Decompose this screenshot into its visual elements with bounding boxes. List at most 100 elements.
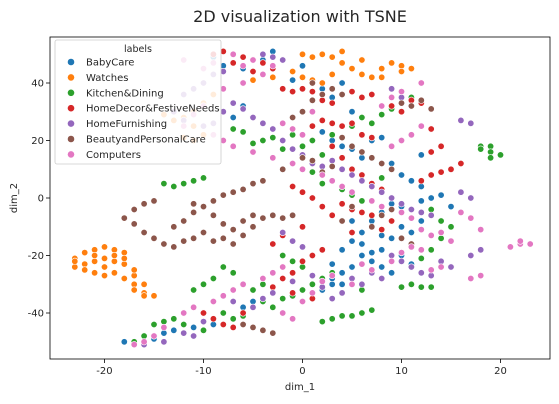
point-kitchen-dining [338,312,346,320]
point-beautyandpersonalcare [417,96,425,104]
point-babycare [447,203,455,211]
point-beautyandpersonalcare [229,240,237,248]
point-computers [269,269,277,277]
y-axis-label: dim_2 [9,183,20,213]
point-computers [427,266,435,274]
point-homefurnishing [289,277,297,285]
point-computers [407,243,415,251]
point-kitchen-dining [407,280,415,288]
point-computers [308,289,316,297]
point-beautyandpersonalcare [298,108,306,116]
point-watches [101,243,109,251]
point-kitchen-dining [219,309,227,317]
point-babycare [417,217,425,225]
point-computers [269,154,277,162]
legend-title: labels [124,44,152,55]
point-watches [328,53,336,61]
point-beautyandpersonalcare [308,79,316,87]
point-computers [447,237,455,245]
point-beautyandpersonalcare [120,214,128,222]
x-tick-label: 20 [494,366,507,377]
point-homefurnishing [467,119,475,127]
point-homefurnishing [348,274,356,282]
point-homefurnishing [397,200,405,208]
point-homefurnishing [289,145,297,153]
point-watches [120,254,128,262]
point-watches [358,56,366,64]
point-computers [130,341,138,349]
point-watches [81,249,89,257]
point-homefurnishing [417,269,425,277]
point-babycare [229,114,237,122]
point-computers [279,263,287,271]
point-homedecor-festiveneeds [289,183,297,191]
point-watches [130,266,138,274]
point-homefurnishing [338,165,346,173]
x-tick-label: 0 [299,366,305,377]
point-computers [467,214,475,222]
point-homefurnishing [447,263,455,271]
point-watches [407,65,415,73]
point-computers [388,93,396,101]
point-beautyandpersonalcare [289,114,297,122]
x-tick-label: 10 [395,366,408,377]
point-homedecor-festiveneeds [298,257,306,265]
point-babycare [289,76,297,84]
point-babycare [368,257,376,265]
point-watches [110,252,118,260]
point-watches [298,50,306,58]
point-homedecor-festiveneeds [378,226,386,234]
x-axis-label: dim_1 [285,382,315,393]
point-beautyandpersonalcare [249,323,257,331]
y-tick-label: 20 [31,136,44,147]
point-watches [120,249,128,257]
y-tick-label: 40 [31,79,44,90]
point-watches [298,73,306,81]
point-beautyandpersonalcare [150,197,158,205]
point-computers [229,286,237,294]
point-watches [140,280,148,288]
point-watches [378,65,386,73]
point-homedecor-festiveneeds [368,134,376,142]
point-homefurnishing [269,125,277,133]
point-watches [368,73,376,81]
point-beautyandpersonalcare [190,234,198,242]
x-axis-ticks: -20 -10 0 10 20 [96,359,507,377]
point-kitchen-dining [308,280,316,288]
point-computers [298,165,306,173]
point-babycare [368,249,376,257]
point-babycare [338,269,346,277]
point-homedecor-festiveneeds [368,91,376,99]
point-homedecor-festiveneeds [328,142,336,150]
point-computers [397,137,405,145]
point-babycare [358,229,366,237]
point-beautyandpersonalcare [279,214,287,222]
point-kitchen-dining [209,274,217,282]
point-homefurnishing [397,257,405,265]
point-homedecor-festiveneeds [427,125,435,133]
point-babycare [378,246,386,254]
point-homefurnishing [467,252,475,260]
point-homedecor-festiveneeds [358,171,366,179]
point-beautyandpersonalcare [397,99,405,107]
point-beautyandpersonalcare [338,91,346,99]
legend-label-beautyandpersonalcare: BeautyandPersonalCare [86,135,206,146]
point-beautyandpersonalcare [368,154,376,162]
point-kitchen-dining [298,142,306,150]
point-babycare [348,108,356,116]
point-babycare [417,197,425,205]
point-computers [348,280,356,288]
point-watches [81,266,89,274]
point-homedecor-festiveneeds [457,160,465,168]
point-beautyandpersonalcare [229,226,237,234]
point-computers [239,62,247,70]
point-kitchen-dining [249,286,257,294]
point-beautyandpersonalcare [328,85,336,93]
point-homefurnishing [378,188,386,196]
point-computers [209,297,217,305]
point-kitchen-dining [427,246,435,254]
point-beautyandpersonalcare [338,134,346,142]
point-beautyandpersonalcare [348,203,356,211]
point-computers [338,183,346,191]
point-kitchen-dining [190,177,198,185]
